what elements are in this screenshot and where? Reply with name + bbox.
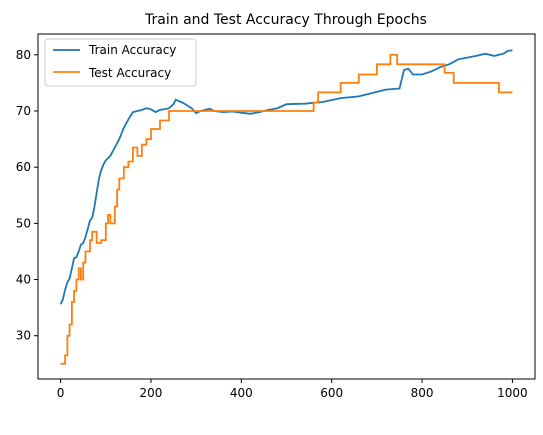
x-tick-label: 400 bbox=[230, 386, 253, 400]
y-tick-label: 80 bbox=[16, 48, 31, 62]
chart-title: Train and Test Accuracy Through Epochs bbox=[144, 12, 427, 28]
legend-box bbox=[44, 38, 197, 87]
y-tick-label: 60 bbox=[16, 160, 31, 174]
x-tick-label: 800 bbox=[411, 386, 434, 400]
legend-label-test: Test Accuracy bbox=[88, 66, 171, 80]
legend-label-train: Train Accuracy bbox=[88, 43, 176, 57]
x-tick-label: 200 bbox=[140, 386, 163, 400]
x-tick-label: 0 bbox=[57, 386, 65, 400]
tick-layer: 0 200 400 600 800 1000 30 40 50 60 70 80 bbox=[16, 48, 528, 400]
x-tick-label: 1000 bbox=[497, 386, 528, 400]
legend: Train Accuracy Test Accuracy bbox=[44, 38, 197, 87]
y-tick-label: 30 bbox=[16, 329, 31, 343]
y-tick-label: 70 bbox=[16, 104, 31, 118]
plot-area-frame bbox=[37, 33, 536, 380]
y-tick-label: 50 bbox=[16, 216, 31, 230]
y-tick-label: 40 bbox=[16, 273, 31, 287]
series-line-train bbox=[59, 49, 513, 305]
x-tick-label: 600 bbox=[320, 386, 343, 400]
series-line-test bbox=[60, 53, 513, 365]
series-layer bbox=[59, 49, 513, 365]
